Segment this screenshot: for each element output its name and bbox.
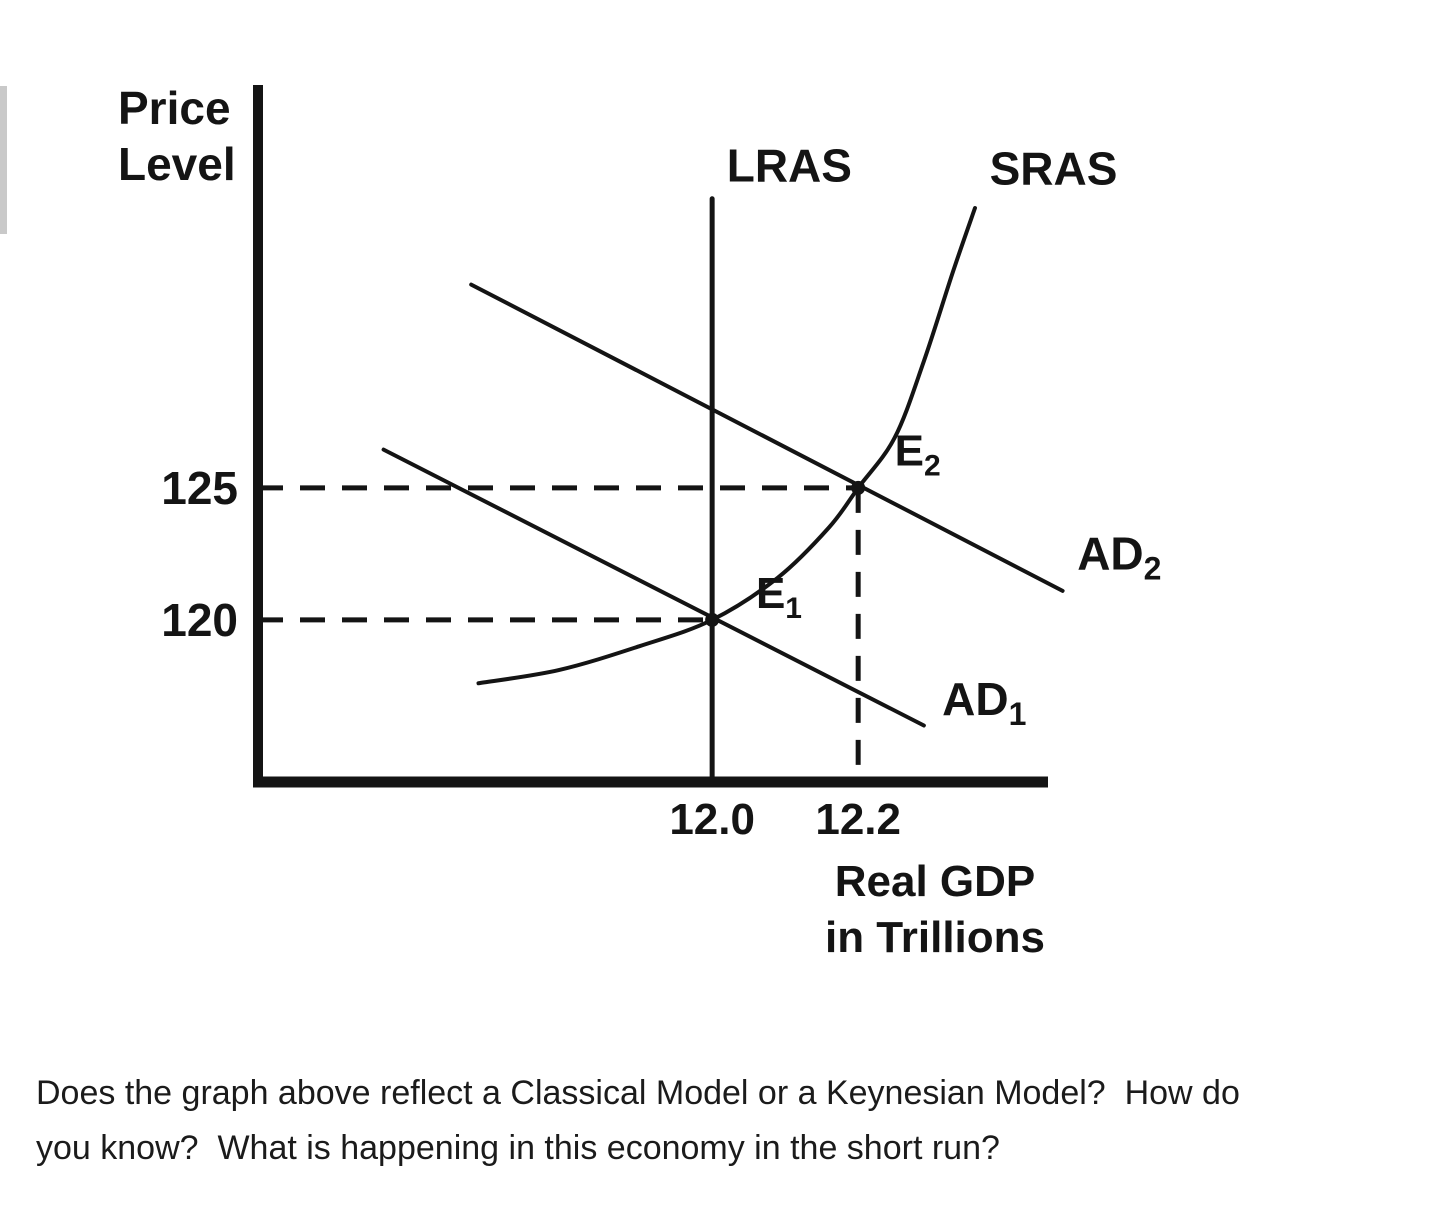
point-E2 [851,480,866,495]
ad-as-chart-figure: Price Level Real GDP in Trillions 125 120 12.0… [118,82,1161,962]
question-text: Does the graph above reflect a Classical… [36,1074,1240,1168]
x-axis-title-line-2: in Trillions [825,913,1045,962]
series-label-AD2: AD2 [1077,528,1161,587]
point-label-E2: E2 [895,426,941,482]
y-tick-label-120: 120 [161,594,238,646]
x-tick-label-12.2: 12.2 [815,795,901,844]
point-label-E1: E1 [756,569,802,625]
series-SRAS-curve [476,206,977,686]
y-axis-title-line-1: Price [118,82,231,134]
series-label-SRAS: SRAS [990,142,1118,194]
left-edge-artifact [0,86,7,234]
series-label-LRAS: LRAS [727,140,852,192]
y-axis-title-line-2: Level [118,138,236,190]
series-label-AD1: AD1 [942,673,1026,732]
series-AD2-line [469,282,1065,593]
series-AD1-line [381,447,926,728]
y-tick-label-125: 125 [161,462,238,514]
x-tick-label-12.0: 12.0 [669,795,755,844]
point-E1 [705,612,720,627]
x-axis-title-line-1: Real GDP [835,857,1036,906]
